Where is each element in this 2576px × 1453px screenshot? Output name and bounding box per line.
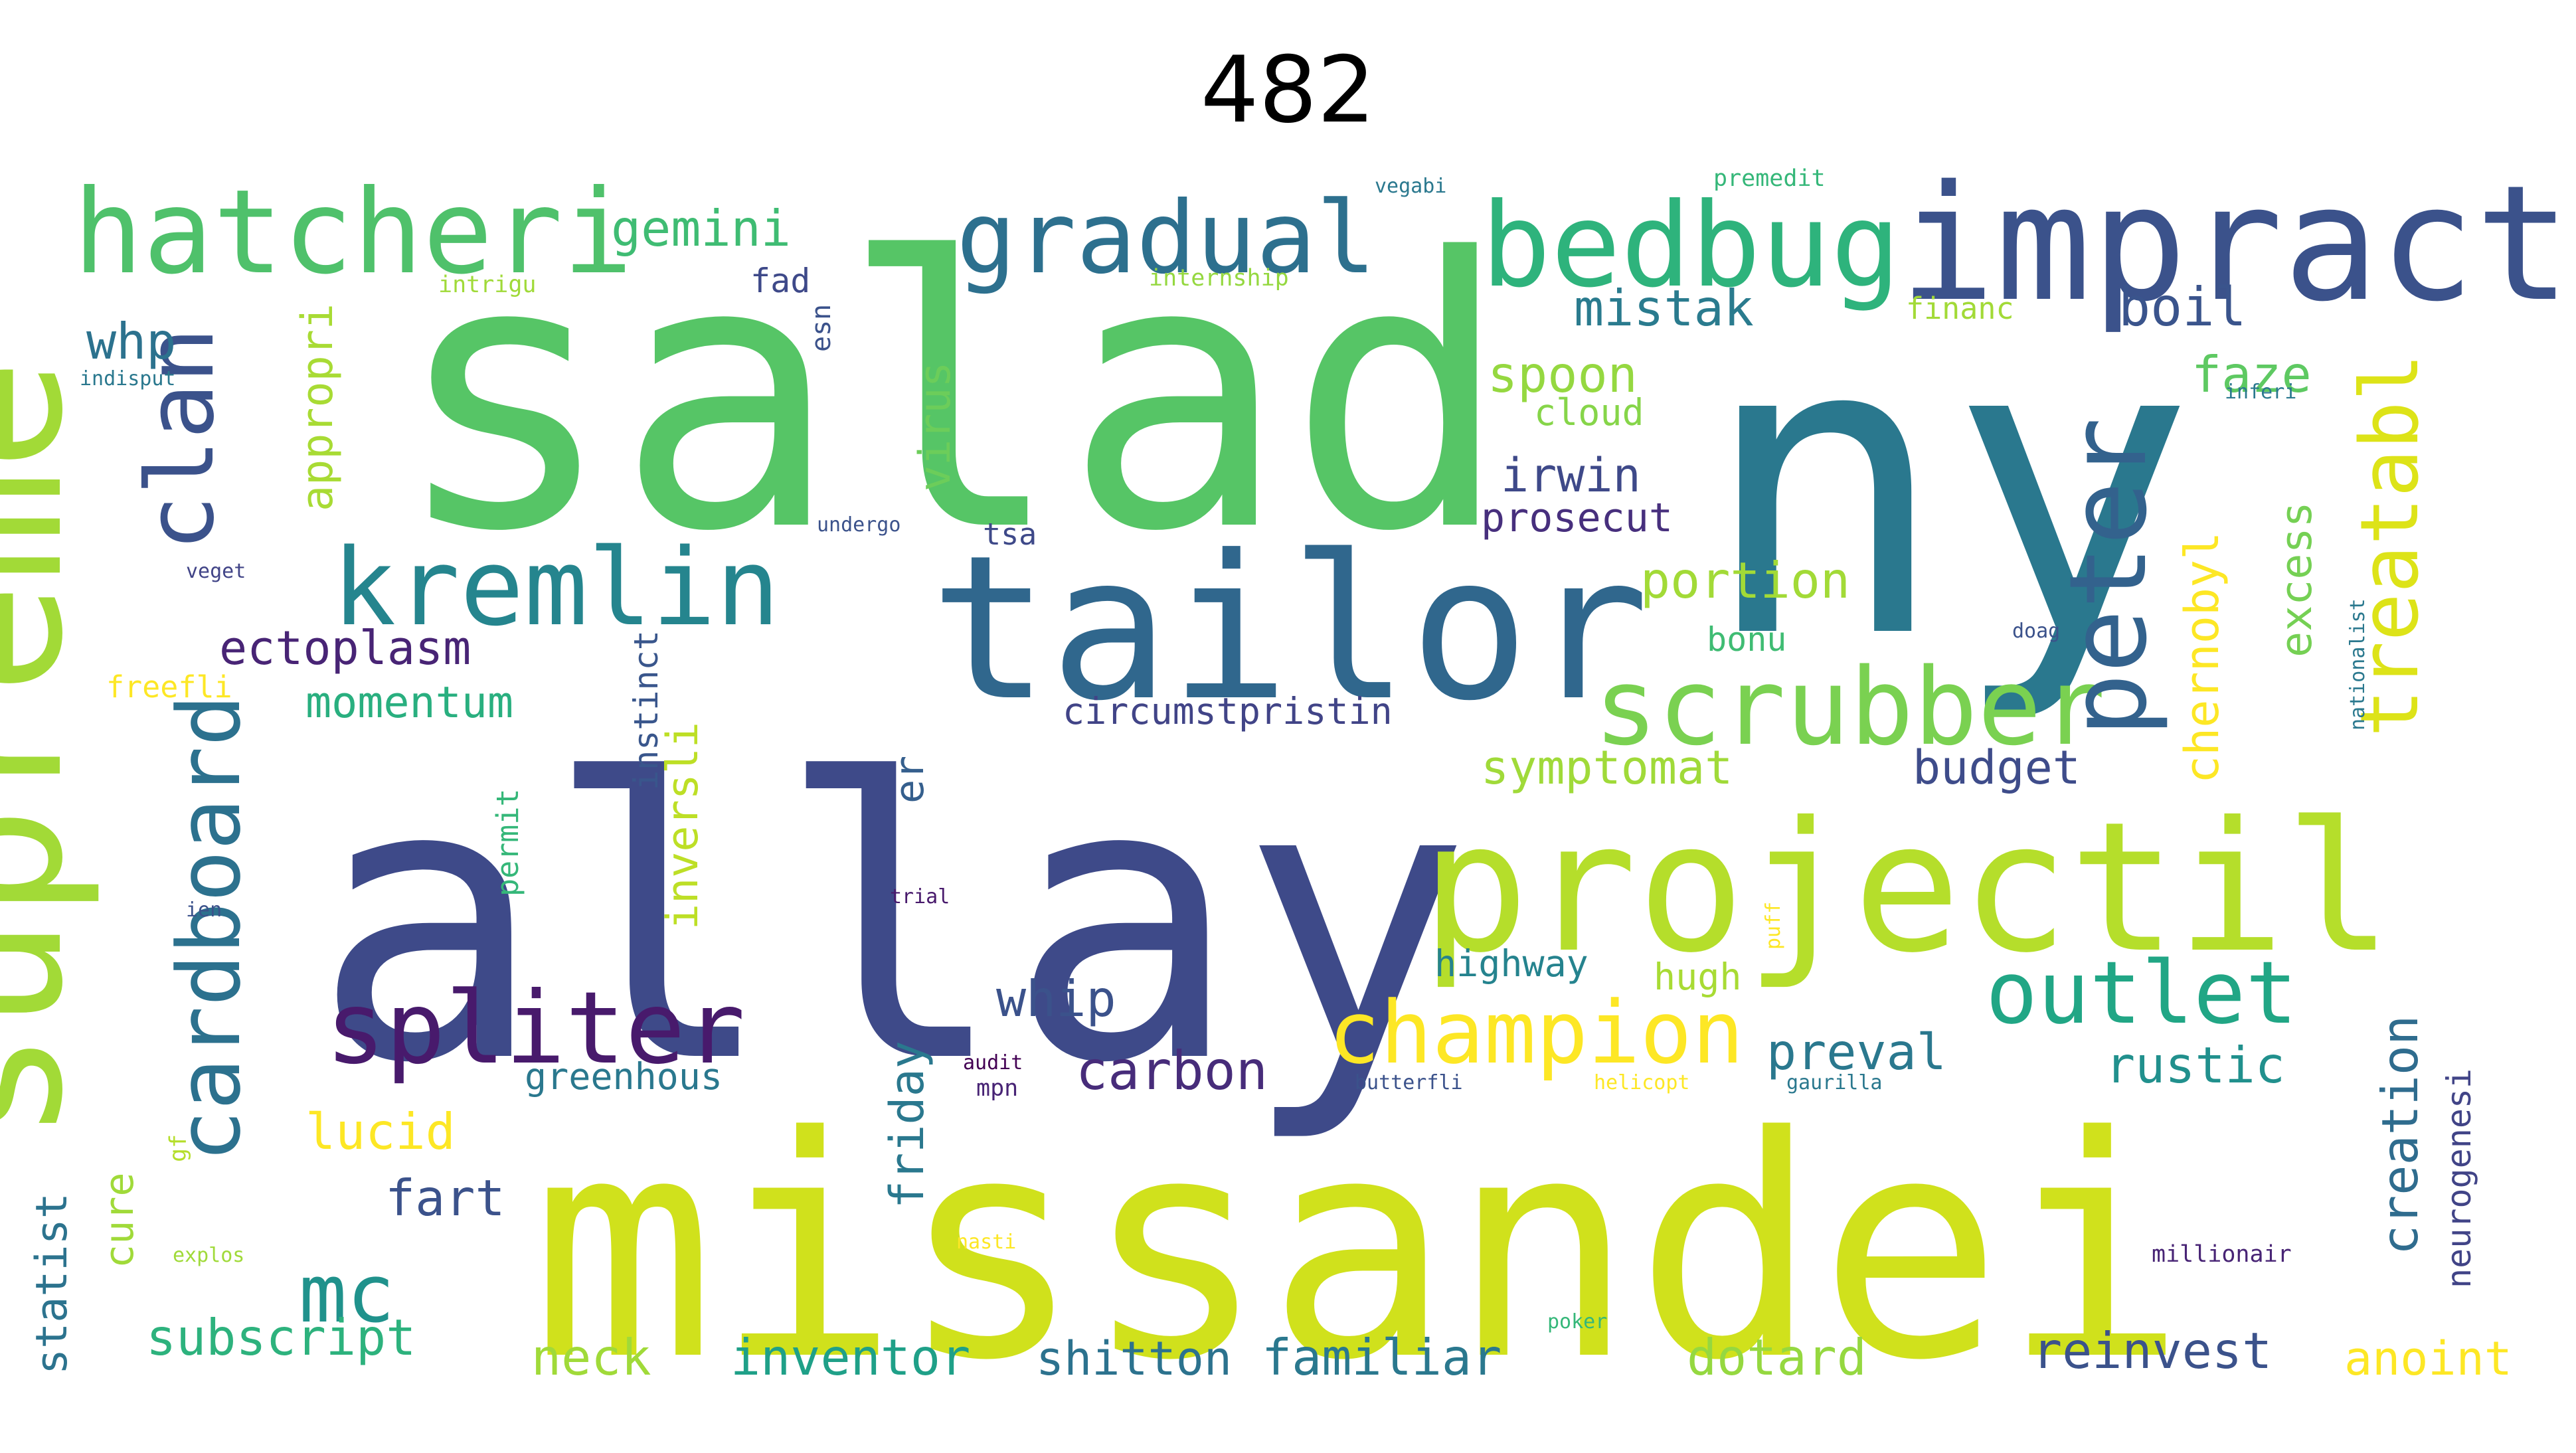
word-supreme: supreme	[0, 359, 104, 1142]
word-allay: allay	[312, 699, 1472, 1147]
word-rustic: rustic	[2105, 1036, 2285, 1094]
word-outlet: outlet	[1986, 942, 2298, 1043]
word-fart: fart	[385, 1169, 505, 1227]
word-missandei: missandei	[531, 1072, 2187, 1427]
word-explos: explos	[173, 1244, 244, 1267]
word-peter: peter	[2046, 417, 2170, 737]
word-chernobyl: chernobyl	[2175, 532, 2229, 784]
word-hugh: hugh	[1654, 956, 1741, 998]
word-shitton: shitton	[1036, 1331, 1232, 1386]
word-irwin: irwin	[1501, 448, 1641, 503]
figure-title: 482	[1200, 37, 1376, 143]
word-trial: trial	[890, 885, 950, 908]
word-appropri: appropri	[293, 303, 343, 511]
word-millionair: millionair	[2152, 1241, 2292, 1268]
word-permit: permit	[490, 788, 525, 897]
word-carbon: carbon	[1076, 1040, 1268, 1102]
word-veget: veget	[186, 560, 246, 583]
word-tsa: tsa	[983, 517, 1037, 552]
word-audit: audit	[963, 1051, 1023, 1074]
word-friday: friday	[880, 1041, 934, 1209]
word-reinvest: reinvest	[2032, 1322, 2272, 1380]
word-inversli: inversli	[658, 722, 708, 930]
word-anoint: anoint	[2344, 1331, 2512, 1386]
word-budget: budget	[1913, 740, 2081, 795]
word-undergo: undergo	[817, 513, 901, 537]
word-poker: poker	[1547, 1310, 1607, 1333]
word-ien: ien	[186, 898, 222, 922]
word-portion: portion	[1640, 551, 1850, 610]
word-mpn: mpn	[976, 1075, 1018, 1102]
word-familiar: familiar	[1262, 1328, 1502, 1387]
word-clan: clan	[127, 327, 235, 551]
word-gradual: gradual	[956, 181, 1376, 296]
word-neck: neck	[531, 1328, 651, 1387]
word-faze: faze	[2191, 345, 2312, 404]
word-treatabl: treatabl	[2344, 353, 2437, 737]
word-preval: preval	[1766, 1023, 1946, 1081]
word-nasti: nasti	[956, 1231, 1016, 1254]
word-bonu: bonu	[1707, 620, 1786, 659]
word-premedit: premedit	[1713, 165, 1826, 192]
word-ectoplasm: ectoplasm	[219, 621, 471, 675]
word-indisput: indisput	[80, 367, 176, 390]
word-tailor: tailor	[930, 513, 1650, 744]
word-circumstpristin: circumstpristin	[1063, 690, 1393, 732]
word-helicopt: helicopt	[1594, 1071, 1690, 1094]
word-fad: fad	[750, 262, 810, 300]
word-mistak: mistak	[1574, 279, 1754, 337]
word-er: er	[887, 756, 933, 804]
word-internship: internship	[1149, 265, 1289, 292]
word-spliter: spliter	[325, 971, 745, 1086]
word-salad: salad	[392, 180, 1511, 613]
word-scrubber: scrubber	[1594, 645, 2106, 769]
word-cardboard: cardboard	[159, 695, 260, 1162]
word-puff: puff	[1762, 902, 1785, 950]
word-greenhous: greenhous	[525, 1055, 723, 1098]
word-virus: virus	[910, 361, 960, 491]
word-ny: ny	[1700, 250, 2196, 728]
word-statist: statist	[27, 1193, 77, 1375]
word-momentum: momentum	[305, 678, 513, 728]
word-cloud: cloud	[1534, 391, 1644, 434]
word-instinct: instinct	[627, 630, 665, 790]
word-symptomat: symptomat	[1481, 740, 1733, 795]
word-prosecut: prosecut	[1481, 495, 1673, 541]
word-whip: whip	[996, 970, 1116, 1028]
word-creation: creation	[2371, 1015, 2429, 1255]
word-bedbug: bedbug	[1481, 179, 1901, 313]
word-boil: boil	[2118, 276, 2247, 338]
word-vegabi: vegabi	[1375, 175, 1446, 198]
word-esn: esn	[806, 304, 837, 352]
word-inferi: inferi	[2225, 381, 2296, 404]
word-hatcheri: hatcheri	[73, 165, 633, 300]
word-doag: doag	[2012, 620, 2060, 643]
word-projectil: projectil	[1421, 783, 2393, 992]
word-financ: financ	[1906, 291, 2014, 326]
word-excess: excess	[2272, 501, 2322, 657]
word-freefli: freefli	[106, 669, 232, 705]
word-subscript: subscript	[146, 1308, 416, 1367]
word-nationalist: nationalist	[2346, 598, 2369, 730]
word-lucid: lucid	[305, 1102, 456, 1161]
word-kremlin: kremlin	[332, 525, 780, 649]
word-impract: impract	[1899, 151, 2571, 337]
word-inventor: inventor	[730, 1328, 970, 1387]
word-spoon: spoon	[1488, 345, 1638, 404]
word-highway: highway	[1434, 942, 1589, 985]
word-mc: mc	[299, 1248, 395, 1341]
word-gemini: gemini	[611, 199, 791, 258]
word-intrigu: intrigu	[438, 272, 537, 298]
word-dotard: dotard	[1687, 1328, 1867, 1387]
word-champion: champion	[1328, 982, 1744, 1083]
word-gaurilla: gaurilla	[1786, 1071, 1883, 1094]
word-gf: gf	[165, 1134, 192, 1162]
word-neurogenesi: neurogenesi	[2440, 1068, 2478, 1288]
word-butterfli: butterfli	[1355, 1071, 1463, 1094]
word-cure: cure	[96, 1173, 143, 1269]
word-whp: whp	[86, 312, 176, 371]
